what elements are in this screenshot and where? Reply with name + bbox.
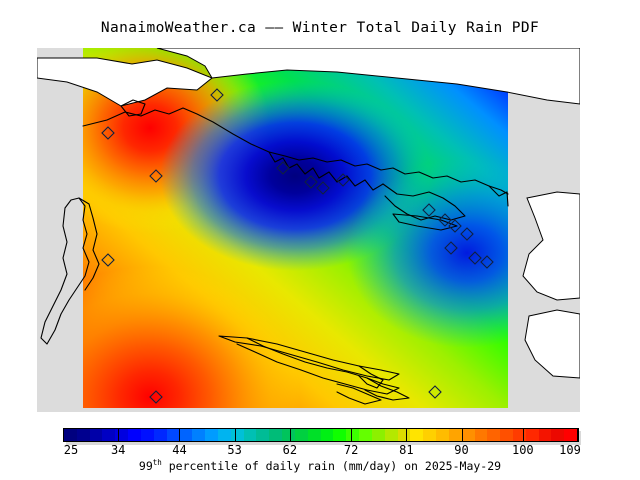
colorbar-cell-31 bbox=[461, 429, 475, 441]
map-panel[interactable] bbox=[37, 48, 580, 412]
colorbar-cell-37 bbox=[538, 429, 552, 441]
colorbar-label-62: 62 bbox=[282, 443, 298, 457]
colorbar-cell-32 bbox=[474, 429, 488, 441]
colorbar-cell-23 bbox=[359, 429, 372, 441]
colorbar-label-109: 109 bbox=[559, 443, 581, 457]
colorbar-cell-7 bbox=[153, 429, 167, 441]
colorbar-cell-36 bbox=[525, 429, 539, 441]
colorbar-cell-11 bbox=[205, 429, 218, 441]
colorbar-cell-22 bbox=[346, 429, 360, 441]
map-svg bbox=[37, 48, 580, 412]
rainfall-field bbox=[83, 48, 508, 408]
colorbar-cell-1 bbox=[76, 429, 90, 441]
station-markers[interactable] bbox=[101, 88, 494, 404]
colorbar-cell-34 bbox=[500, 429, 513, 441]
colorbar-cell-16 bbox=[269, 429, 283, 441]
colorbar-cell-27 bbox=[410, 429, 424, 441]
colorbar-cell-28 bbox=[423, 429, 437, 441]
colorbar-cell-33 bbox=[487, 429, 501, 441]
colorbar-tick-labels: 25 34 44 53 62 72 81 90 100 109 bbox=[0, 443, 640, 459]
colorbar-cell-35 bbox=[512, 429, 526, 441]
colorbar-cell-24 bbox=[371, 429, 385, 441]
colorbar-cell-14 bbox=[243, 429, 257, 441]
colorbar-label-72: 72 bbox=[343, 443, 359, 457]
colorbar-cell-21 bbox=[333, 429, 347, 441]
colorbar-cell-29 bbox=[436, 429, 449, 441]
colorbar-cell-6 bbox=[140, 429, 154, 441]
colorbar-cell-17 bbox=[282, 429, 295, 441]
colorbar-label-53: 53 bbox=[227, 443, 242, 457]
colorbar-cell-38 bbox=[551, 429, 565, 441]
colorbar-gradient bbox=[63, 428, 578, 442]
colorbar-label-81: 81 bbox=[399, 443, 414, 457]
land-masses bbox=[37, 48, 580, 379]
caption-suffix: percentile of daily rain (mm/day) on 202… bbox=[161, 458, 502, 473]
caption-prefix: 99 bbox=[138, 458, 153, 473]
colorbar-cell-15 bbox=[256, 429, 270, 441]
colorbar-cell-4 bbox=[115, 429, 129, 441]
colorbar-cell-10 bbox=[192, 429, 206, 441]
colorbar-cell-19 bbox=[307, 429, 321, 441]
colorbar-cell-8 bbox=[166, 429, 180, 441]
colorbar-cell-25 bbox=[384, 429, 398, 441]
colorbar-caption: 99th percentile of daily rain (mm/day) o… bbox=[0, 458, 640, 473]
colorbar-label-100: 100 bbox=[511, 443, 534, 457]
colorbar-cell-20 bbox=[320, 429, 334, 441]
colorbar-cell-0 bbox=[64, 429, 77, 441]
colorbar-label-34: 34 bbox=[110, 443, 126, 457]
colorbar-label-90: 90 bbox=[454, 443, 469, 457]
caption-superscript: th bbox=[152, 458, 162, 467]
colorbar-cell-12 bbox=[217, 429, 231, 441]
colorbar-cell-18 bbox=[294, 429, 308, 441]
page-title: NanaimoWeather.ca –– Winter Total Daily … bbox=[100, 20, 540, 36]
colorbar-label-44: 44 bbox=[172, 443, 187, 457]
colorbar-cell-5 bbox=[128, 429, 141, 441]
colorbar-cell-39 bbox=[564, 429, 578, 441]
colorbar-cell-13 bbox=[230, 429, 244, 441]
colorbar-cell-30 bbox=[448, 429, 462, 441]
colorbar-cell-3 bbox=[102, 429, 116, 441]
colorbar[interactable] bbox=[63, 428, 579, 442]
colorbar-cell-26 bbox=[397, 429, 411, 441]
colorbar-cell-9 bbox=[179, 429, 193, 441]
colorbar-label-25: 25 bbox=[63, 443, 79, 457]
colorbar-cell-2 bbox=[89, 429, 103, 441]
coastlines bbox=[40, 99, 509, 405]
